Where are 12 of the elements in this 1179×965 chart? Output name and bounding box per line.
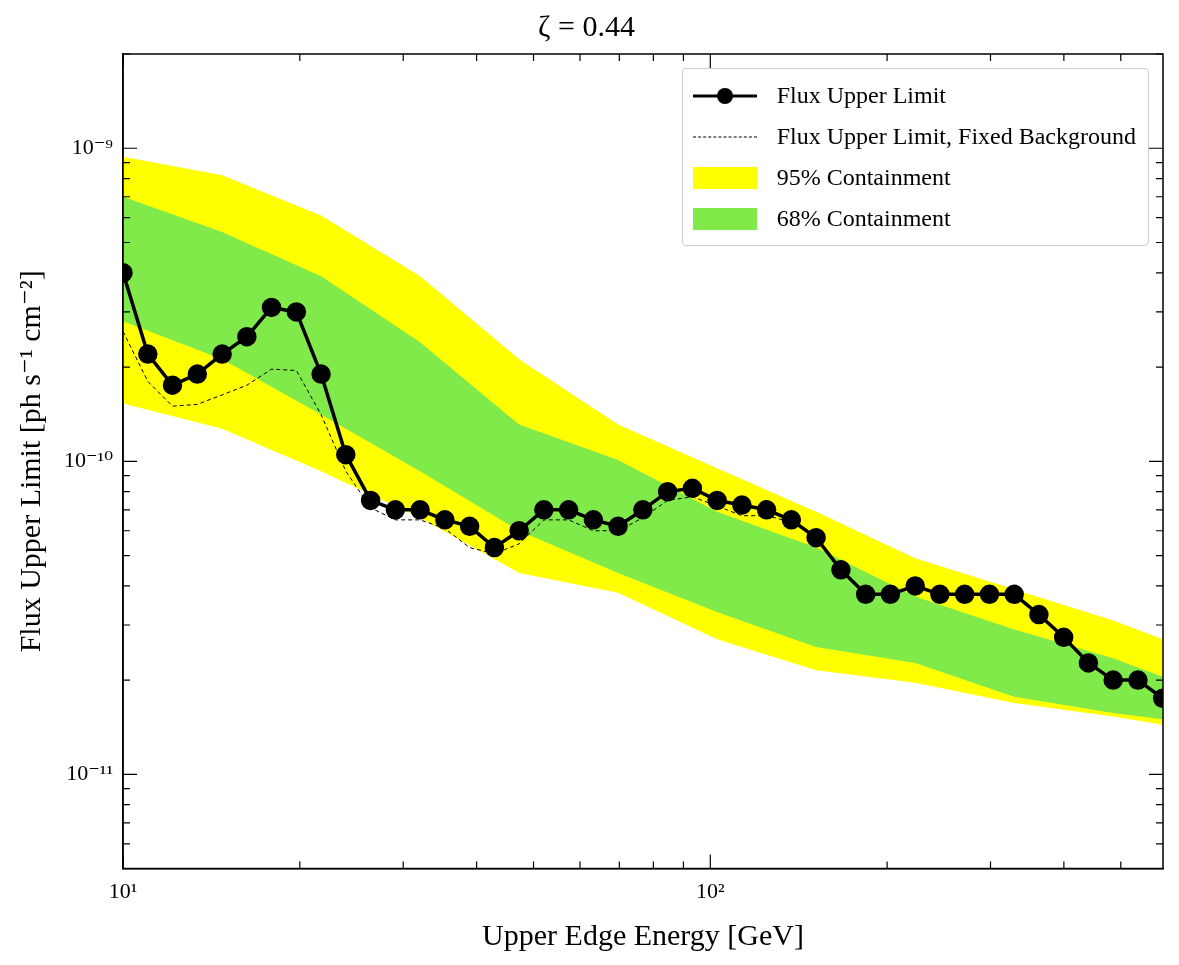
legend-label: 95% Containment — [776, 164, 951, 191]
legend-label: Flux Upper Limit — [776, 82, 947, 109]
y-tick-label: 10⁻¹¹ — [66, 760, 114, 786]
x-axis-title: Upper Edge Energy [GeV] — [482, 917, 804, 951]
y-tick-label: 10⁻⁹ — [71, 134, 114, 160]
y-tick-label: 10⁻¹⁰ — [64, 447, 114, 473]
x-tick-label: 10¹ — [108, 877, 138, 903]
x-tick-label: 10² — [696, 877, 725, 903]
y-axis-title: Flux Upper Limit [ph s⁻¹ cm⁻²] — [12, 270, 46, 653]
legend-label: Flux Upper Limit, Fixed Background — [776, 123, 1136, 150]
chart-title: ζ = 0.44 — [538, 8, 635, 42]
legend-label: 68% Containment — [776, 205, 951, 232]
